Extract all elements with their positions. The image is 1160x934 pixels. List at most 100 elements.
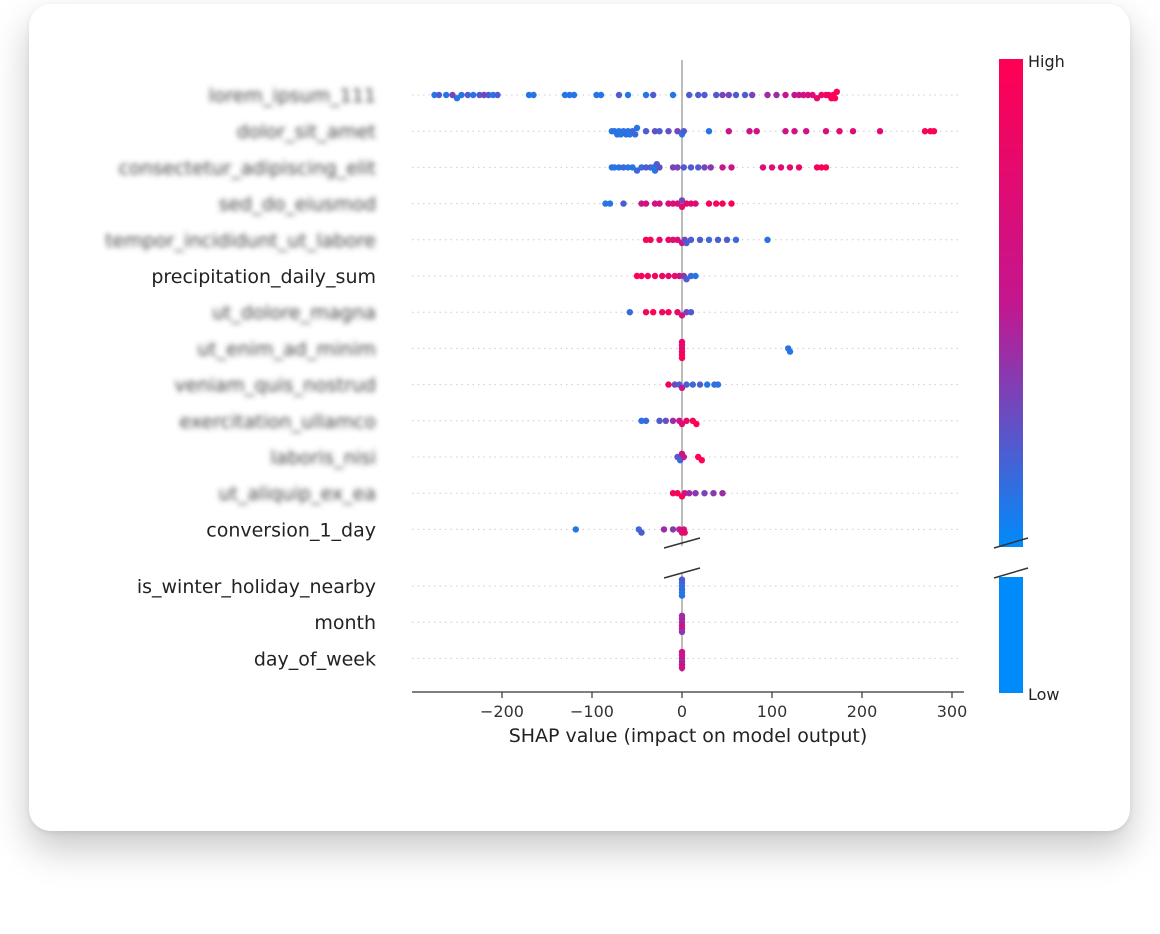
shap-point [707, 164, 714, 171]
shap-point [656, 200, 663, 207]
shap-point [782, 128, 789, 135]
shap-point [530, 91, 537, 99]
shap-point [642, 200, 650, 207]
shap-point [489, 91, 497, 99]
shap-point [678, 197, 686, 204]
shap-point [669, 200, 677, 207]
shap-point [665, 128, 672, 135]
feature-label: ut_dolore_magna [212, 302, 376, 324]
feature-label: tempor_incididunt_ut_labore [105, 230, 376, 252]
shap-point [800, 91, 807, 99]
shap-point [791, 91, 798, 99]
shap-point [692, 490, 699, 497]
shap-point [687, 272, 695, 280]
shap-point [665, 236, 672, 243]
shap-point [611, 164, 618, 171]
x-axis-title: SHAP value (impact on model output) [509, 725, 868, 747]
shap-point [660, 526, 668, 533]
shap-point [593, 91, 600, 99]
shap-point [561, 91, 569, 99]
shap-point [701, 164, 708, 171]
shap-point [693, 420, 700, 428]
shap-point [647, 236, 654, 243]
shap-point [723, 236, 731, 243]
shap-point [764, 91, 771, 99]
shap-point [876, 128, 884, 135]
shap-point [674, 164, 681, 171]
shap-point [624, 91, 632, 99]
shap-point [719, 490, 726, 497]
shap-point [822, 164, 830, 171]
shap-point [678, 420, 686, 428]
shap-point [651, 167, 659, 174]
shap-point [624, 164, 632, 171]
shap-point [678, 384, 686, 391]
x-tick-label: 200 [847, 702, 878, 721]
shap-point [777, 164, 785, 171]
shap-point [458, 91, 465, 99]
colorbar-high-label: High [1028, 52, 1065, 71]
feature-label: ut_aliquip_ex_ea [218, 483, 376, 505]
shap-point [669, 417, 677, 424]
shap-point [698, 457, 705, 464]
x-tick-label: 300 [937, 702, 968, 721]
shap-point [701, 490, 708, 497]
shap-point [704, 381, 711, 388]
feature-label: precipitation_daily_sum [151, 266, 376, 288]
shap-point [480, 91, 488, 99]
shap-point [782, 91, 789, 99]
shap-point [638, 272, 645, 280]
shap-point [678, 203, 686, 210]
shap-point [813, 164, 821, 171]
shap-point [680, 453, 687, 461]
shap-point [749, 91, 756, 99]
feature-labels: lorem_ipsum_111 dolor_sit_amet consectetur… [105, 85, 376, 670]
shap-point [849, 128, 857, 135]
shap-point [615, 91, 623, 99]
shap-point [644, 272, 651, 280]
shap-point [687, 164, 695, 171]
shap-point [525, 91, 533, 99]
feature-label: sed_do_eiusmod [219, 194, 376, 216]
shap-point [570, 91, 578, 99]
shap-point [650, 91, 657, 99]
shap-point [678, 592, 686, 599]
shap-point [732, 236, 740, 243]
shap-point [686, 91, 693, 99]
shap-point [485, 91, 492, 99]
shap-point [768, 164, 776, 171]
shap-point [795, 91, 803, 99]
shap-point [443, 91, 450, 99]
shap-point [656, 417, 663, 424]
shap-point [620, 200, 627, 207]
shap-point [638, 200, 645, 207]
shap-point [686, 490, 693, 497]
shap-point [674, 309, 681, 316]
shap-point [638, 529, 645, 536]
shap-point [683, 200, 690, 207]
shap-point [681, 490, 688, 497]
shap-point [696, 381, 704, 388]
shap-point [678, 648, 686, 656]
shap-point [656, 164, 663, 171]
shap-point [470, 91, 477, 99]
shap-point [633, 167, 641, 174]
feature-rows [412, 94, 962, 659]
shap-point [651, 200, 659, 207]
shap-point [669, 164, 677, 171]
feature-label: exercitation_ullamco [179, 411, 376, 433]
shap-point [615, 164, 623, 171]
shap-point [651, 128, 659, 135]
feature-label: veniam_quis_nostrud [174, 375, 376, 397]
shap-point [809, 91, 816, 99]
shap-point [696, 236, 704, 243]
shap-point [719, 200, 726, 207]
x-tick-label: 100 [757, 702, 788, 721]
shap-point [642, 417, 650, 424]
colorbar-break-bottom [993, 567, 1029, 579]
shap-point [659, 309, 666, 316]
shap-point [669, 526, 677, 533]
shap-point [728, 164, 735, 171]
shap-point [822, 128, 830, 135]
